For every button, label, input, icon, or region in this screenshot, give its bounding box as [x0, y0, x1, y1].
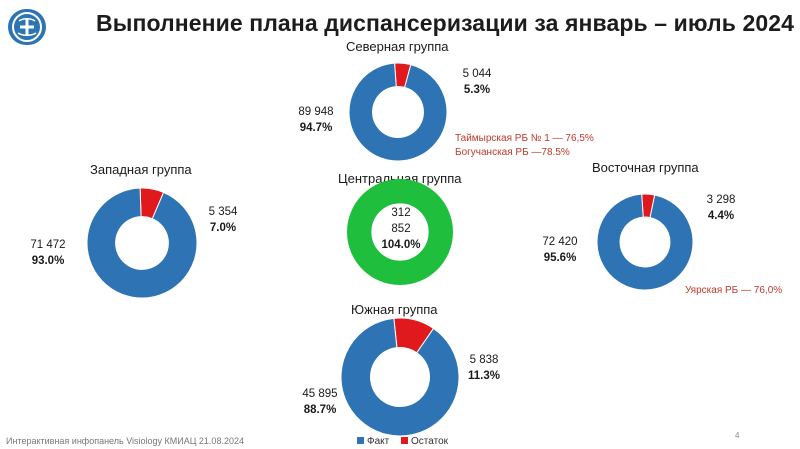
chart-title: Северная группа — [346, 39, 449, 54]
fact-percent: 94.7% — [299, 122, 333, 134]
fact-label: 72 420 95.6% — [536, 234, 584, 266]
remainder-label: 5 838 11.3% — [462, 352, 506, 384]
fact-value: 71 472 — [30, 239, 66, 251]
fact-percent: 104.0% — [381, 239, 421, 251]
remainder-label: 5 354 7.0% — [201, 204, 245, 236]
page-number: 4 — [735, 431, 740, 440]
donut-slice-fact — [348, 62, 448, 162]
footer-source: Интерактивная инфопанель Visiology КМИАЦ… — [6, 436, 244, 446]
donut-slice-fact — [340, 317, 460, 437]
donut-chart-north — [348, 62, 448, 162]
legend-item-fact: Факт — [357, 436, 389, 447]
note-line: Богучанская РБ —78.5% — [455, 147, 570, 158]
remainder-label: 3 298 4.4% — [699, 192, 743, 224]
remainder-label: 5 044 5.3% — [454, 66, 500, 98]
remainder-percent: 7.0% — [209, 222, 237, 234]
fact-percent: 95.6% — [543, 252, 577, 264]
fact-label: 71 472 93.0% — [24, 237, 72, 269]
donut-chart-west — [86, 187, 198, 299]
fact-label: 89 948 94.7% — [294, 104, 338, 136]
legend-swatch — [401, 437, 409, 444]
chart-title: Западная группа — [90, 162, 192, 177]
donut-slice-fact — [346, 178, 454, 286]
chart-title: Центральная группа — [338, 171, 462, 186]
remainder-percent: 5.3% — [463, 84, 491, 96]
note-line: Таймырская РБ № 1 — 76,5% — [455, 133, 594, 144]
fact-value-line-1: 312 — [391, 207, 411, 219]
fact-value-line-2: 852 — [391, 223, 411, 235]
chart-title: Южная группа — [351, 302, 438, 317]
fact-value: 45 895 — [302, 388, 338, 400]
donut-chart-central — [346, 178, 454, 286]
legend-label: Факт — [367, 436, 390, 447]
donut-chart-east — [596, 193, 694, 291]
fact-percent: 93.0% — [31, 255, 65, 267]
legend-item-remainder: Остаток — [401, 436, 448, 447]
donut-slice-fact — [86, 187, 198, 299]
legend-swatch — [357, 437, 364, 444]
chart-title: Восточная группа — [592, 160, 699, 175]
legend-label: Остаток — [411, 436, 449, 447]
fact-value: 89 948 — [298, 106, 334, 118]
fact-label: 45 895 88.7% — [296, 386, 344, 418]
remainder-value: 3 298 — [706, 194, 736, 206]
organization-logo — [8, 9, 46, 45]
remainder-value: 5 838 — [469, 354, 499, 366]
chart-legend: Факт Остаток — [357, 436, 457, 447]
donut-slice-fact — [596, 193, 694, 291]
remainder-value: 5 044 — [462, 68, 492, 80]
note-line: Уярская РБ — 76,0% — [685, 285, 783, 296]
donut-chart-south — [340, 317, 460, 437]
fact-value: 72 420 — [542, 236, 578, 248]
fact-percent: 88.7% — [303, 404, 337, 416]
remainder-percent: 4.4% — [707, 210, 735, 222]
fact-label: 312 852 104.0% — [377, 205, 425, 253]
remainder-percent: 11.3% — [468, 370, 500, 382]
remainder-value: 5 354 — [208, 206, 238, 218]
page-title: Выполнение плана диспансеризации за янва… — [96, 10, 795, 36]
